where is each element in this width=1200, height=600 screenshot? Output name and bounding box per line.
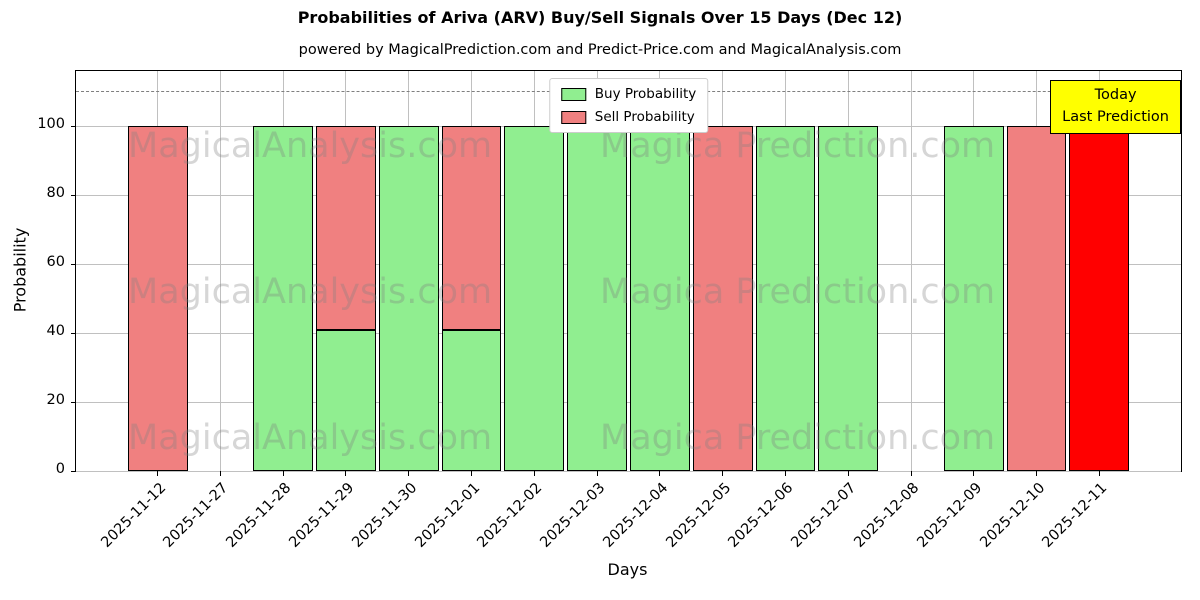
gridline-horizontal (76, 401, 1181, 403)
annotation-today: Today Last Prediction (1050, 80, 1181, 134)
legend-swatch-sell (560, 110, 586, 124)
gridline-vertical (219, 71, 221, 471)
bar-segment (1006, 126, 1067, 471)
x-tick-mark (408, 471, 410, 476)
x-tick-mark (784, 471, 786, 476)
bar-segment (943, 126, 1004, 471)
bar-segment (1069, 126, 1130, 471)
y-tick-mark (71, 470, 76, 472)
chart-title: Probabilities of Ariva (ARV) Buy/Sell Si… (297, 8, 903, 27)
plot-area: Buy Probability Sell Probability 0 20 40 60… (37, 70, 1182, 551)
x-tick-mark (471, 471, 473, 476)
bar-segment (316, 126, 376, 330)
legend-item-sell: Sell Probability (560, 109, 696, 125)
chart-subtitle: powered by MagicalPrediction.com and Pre… (298, 42, 902, 58)
x-tick-mark (282, 471, 284, 476)
y-tick-label: 60 (46, 254, 65, 271)
y-tick-mark (71, 332, 76, 334)
y-tick-mark (71, 125, 76, 127)
x-tick-mark (973, 471, 975, 476)
x-tick-mark (345, 471, 347, 476)
gridline-horizontal (76, 194, 1181, 196)
x-tick-mark (910, 471, 912, 476)
bar-segment (692, 126, 753, 471)
x-axis-label: Days (607, 560, 648, 579)
x-tick-mark (1036, 471, 1038, 476)
bar-segment (378, 126, 439, 471)
annotation-line-2: Last Prediction (1062, 108, 1169, 125)
x-tick-mark (157, 471, 159, 476)
legend-item-buy: Buy Probability (560, 86, 697, 102)
bar-segment (504, 126, 565, 471)
legend-label-buy: Buy Probability (594, 86, 697, 102)
bar-segment (316, 329, 376, 471)
y-tick-mark (71, 401, 76, 403)
bar-segment (755, 126, 816, 471)
bar-segment (441, 126, 502, 330)
x-tick-mark (596, 471, 598, 476)
bar-segment (441, 329, 502, 471)
y-tick-label: 0 (55, 461, 65, 477)
y-tick-label: 100 (37, 116, 65, 133)
x-tick-mark (533, 471, 535, 476)
legend-label-sell: Sell Probability (594, 109, 695, 125)
bar-segment (127, 126, 188, 471)
gridline-vertical (910, 71, 912, 471)
bar-segment (818, 126, 879, 471)
bar-segment (253, 126, 314, 471)
y-tick-label: 20 (46, 392, 65, 409)
y-tick-mark (71, 194, 76, 196)
x-tick-mark (1098, 471, 1100, 476)
y-tick-mark (71, 263, 76, 265)
x-tick-mark (847, 471, 849, 476)
legend: Buy Probability Sell Probability (548, 78, 709, 133)
gridline-horizontal (76, 470, 1181, 472)
x-tick-mark (722, 471, 724, 476)
gridline-horizontal (76, 332, 1181, 334)
annotation-line-1: Today (1094, 87, 1137, 103)
x-tick-mark (219, 471, 221, 476)
y-tick-label: 40 (46, 323, 65, 340)
gridline-horizontal (76, 263, 1181, 265)
bar-segment (567, 126, 627, 471)
bar-segment (630, 126, 690, 471)
y-tick-label: 80 (46, 185, 65, 202)
x-tick-mark (659, 471, 661, 476)
legend-swatch-buy (560, 87, 586, 101)
